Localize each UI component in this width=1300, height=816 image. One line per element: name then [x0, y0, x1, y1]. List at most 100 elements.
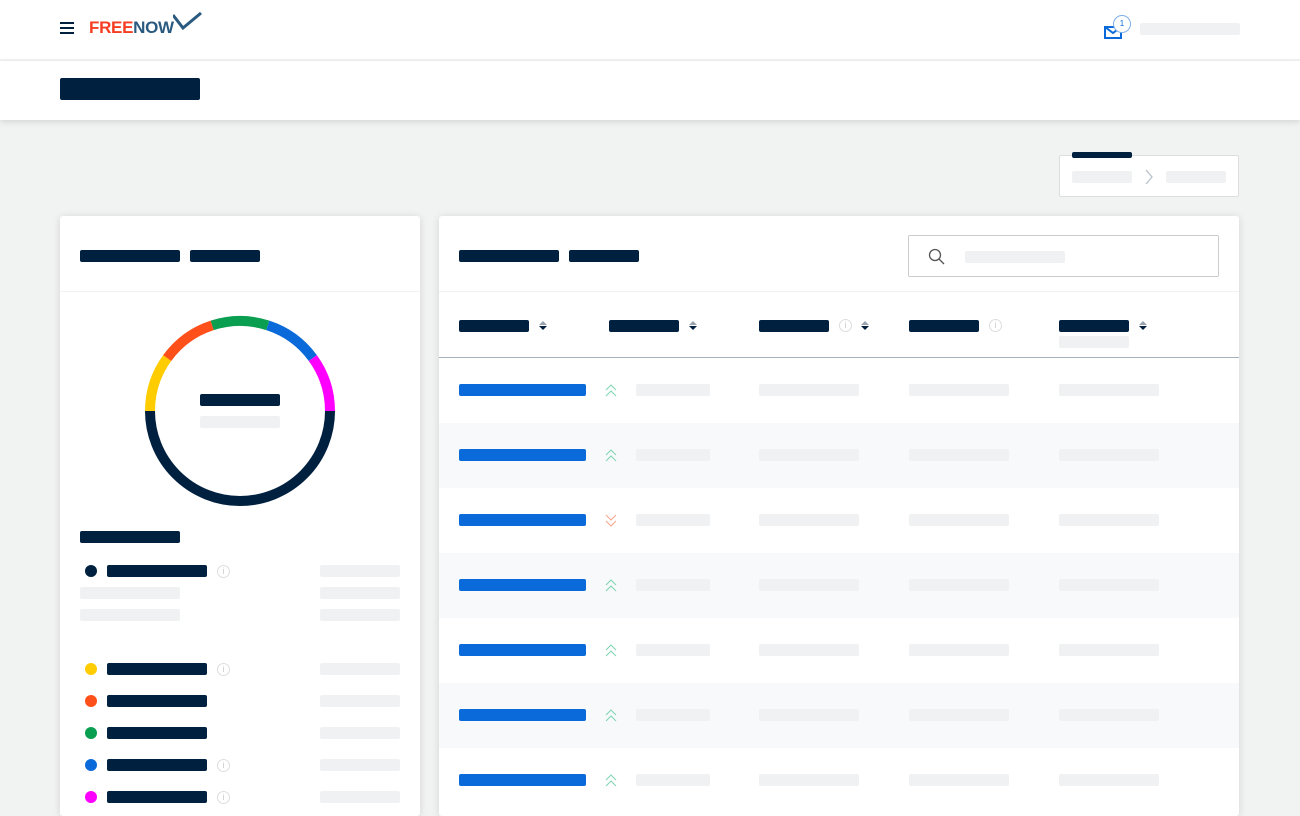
divider: [439, 291, 1239, 292]
table-row[interactable]: [439, 358, 1239, 423]
header-divider: [439, 357, 1239, 358]
table-row[interactable]: [439, 553, 1239, 618]
legend-label-placeholder: [107, 759, 207, 771]
cell-placeholder: [909, 449, 1009, 461]
trend-up-icon: [605, 384, 617, 397]
hamburger-menu-icon[interactable]: [60, 22, 74, 34]
column-header: i: [909, 319, 1039, 334]
donut-segment: [266, 320, 317, 362]
legend-color-dot: [85, 663, 97, 675]
table-row[interactable]: [439, 748, 1239, 813]
logo-check-icon: [173, 12, 202, 31]
trend-up-icon: [605, 449, 617, 462]
legend-value-placeholder: [320, 791, 400, 803]
legend-color-dot: [85, 759, 97, 771]
legend-title-placeholder: [80, 531, 180, 543]
sort-icon[interactable]: [1139, 321, 1147, 331]
cell-placeholder: [759, 384, 859, 396]
row-link-placeholder[interactable]: [459, 774, 586, 786]
page-title-bar: [0, 61, 1300, 120]
legend-label-placeholder: [107, 663, 207, 675]
legend-color-dot: [85, 727, 97, 739]
logo-text-now: NOW: [133, 18, 174, 37]
page-title-placeholder: [60, 78, 200, 100]
legend-color-dot: [85, 695, 97, 707]
cell-placeholder: [1059, 579, 1159, 591]
info-icon[interactable]: i: [217, 565, 230, 578]
info-icon[interactable]: i: [217, 791, 230, 804]
search-placeholder: [965, 251, 1065, 263]
user-name-placeholder[interactable]: [1140, 23, 1240, 35]
info-icon[interactable]: i: [839, 319, 852, 332]
legend-sub-label-placeholder: [80, 587, 180, 599]
row-link-placeholder[interactable]: [459, 514, 586, 526]
column-header[interactable]: [1059, 320, 1189, 348]
donut-segment: [145, 410, 335, 506]
table-title-placeholder: [569, 250, 639, 262]
cell-placeholder: [1059, 514, 1159, 526]
card-title-placeholder: [80, 250, 180, 262]
cell-placeholder: [909, 384, 1009, 396]
cell-placeholder: [759, 644, 859, 656]
legend-label-placeholder: [107, 565, 207, 577]
row-link-placeholder[interactable]: [459, 449, 586, 461]
info-icon[interactable]: i: [989, 319, 1002, 332]
logo-text-free: FREE: [89, 18, 134, 37]
sort-icon[interactable]: [539, 321, 547, 331]
column-header[interactable]: i: [759, 319, 889, 334]
cell-placeholder: [759, 449, 859, 461]
column-header[interactable]: [609, 320, 739, 334]
trend-up-icon: [605, 644, 617, 657]
search-icon: [928, 248, 945, 265]
notification-badge: 1: [1113, 15, 1131, 33]
cell-placeholder: [636, 774, 710, 786]
column-header[interactable]: [459, 320, 589, 334]
info-icon[interactable]: i: [217, 663, 230, 676]
column-header-label-placeholder: [609, 320, 679, 332]
donut-segment: [163, 320, 214, 362]
info-icon[interactable]: i: [217, 759, 230, 772]
donut-total-placeholder: [200, 394, 280, 406]
table-row[interactable]: [439, 683, 1239, 748]
table-row[interactable]: [439, 618, 1239, 683]
column-header-label-placeholder: [759, 320, 829, 332]
legend-sub-value-placeholder: [320, 609, 400, 621]
cell-placeholder: [1059, 644, 1159, 656]
legend-value-placeholder: [320, 663, 400, 675]
search-input[interactable]: [908, 235, 1219, 277]
cell-placeholder: [759, 579, 859, 591]
legend-value-placeholder: [320, 565, 400, 577]
legend-color-dot: [85, 565, 97, 577]
data-table-card: i i: [439, 216, 1239, 816]
table-row[interactable]: [439, 423, 1239, 488]
cell-placeholder: [909, 514, 1009, 526]
inbox-button[interactable]: 1: [1104, 14, 1134, 42]
cell-placeholder: [636, 644, 710, 656]
legend-label-placeholder: [107, 695, 207, 707]
row-link-placeholder[interactable]: [459, 709, 586, 721]
date-range-selector[interactable]: [1059, 152, 1239, 197]
donut-segment: [210, 316, 270, 331]
row-link-placeholder[interactable]: [459, 384, 586, 396]
donut-segment: [308, 355, 335, 412]
cell-placeholder: [909, 644, 1009, 656]
chevron-right-icon: [1145, 169, 1153, 185]
cell-placeholder: [1059, 384, 1159, 396]
card-title-placeholder: [190, 250, 260, 262]
cell-placeholder: [909, 709, 1009, 721]
donut-segment: [145, 355, 172, 412]
legend-sub-value-placeholder: [320, 587, 400, 599]
sort-icon[interactable]: [861, 321, 869, 331]
freenow-logo[interactable]: FREENOW: [89, 12, 202, 38]
row-link-placeholder[interactable]: [459, 579, 586, 591]
cell-placeholder: [636, 514, 710, 526]
divider: [60, 291, 420, 292]
table-title-placeholder: [459, 250, 559, 262]
date-end-placeholder: [1166, 171, 1226, 183]
trend-up-icon: [605, 774, 617, 787]
legend-label-placeholder: [107, 727, 207, 739]
table-row[interactable]: [439, 488, 1239, 553]
cell-placeholder: [759, 514, 859, 526]
sort-icon[interactable]: [689, 321, 697, 331]
row-link-placeholder[interactable]: [459, 644, 586, 656]
